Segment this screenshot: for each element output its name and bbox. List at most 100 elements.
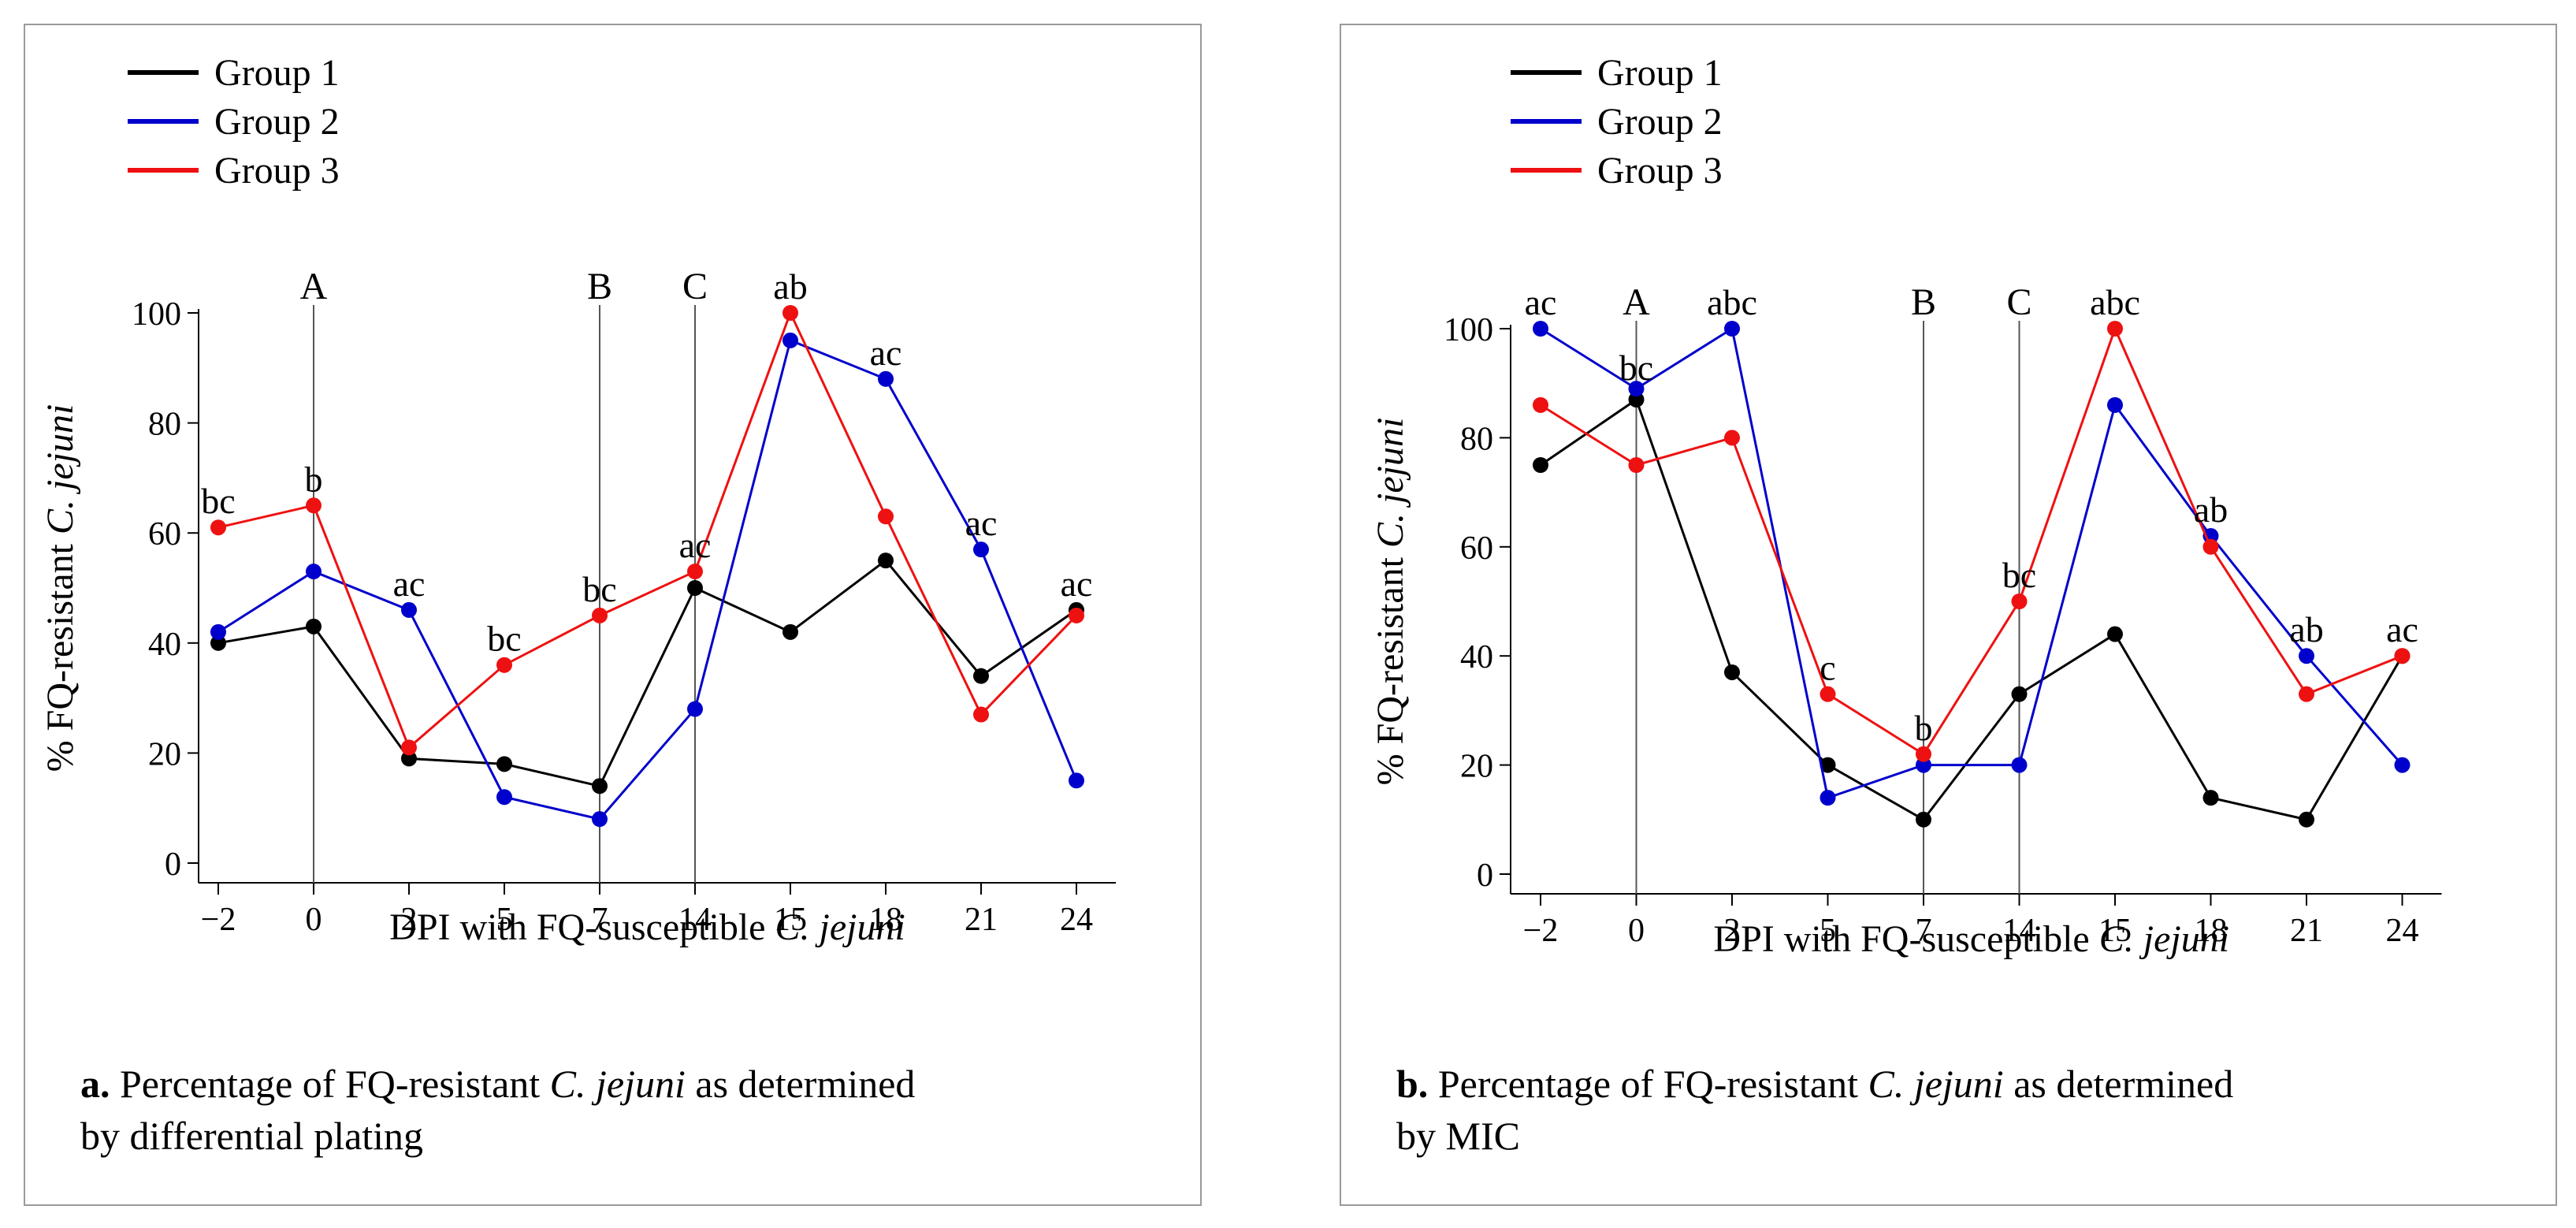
caption-b-bold: b. bbox=[1396, 1062, 1429, 1106]
x-axis-label: DPI with FQ-susceptible C. jejuni bbox=[1713, 918, 2229, 960]
data-point-group-2 bbox=[878, 370, 894, 387]
caption-b: b. Percentage of FQ-resistant C. jejuni … bbox=[1396, 1058, 2500, 1162]
data-point-group-3 bbox=[1916, 746, 1931, 762]
significance-label: ac bbox=[2386, 609, 2418, 649]
x-tick-label: 24 bbox=[2386, 913, 2419, 949]
data-point-group-1 bbox=[2107, 626, 2123, 642]
caption-a-rest: as determined bbox=[685, 1062, 916, 1106]
data-point-group-3 bbox=[2202, 538, 2219, 555]
y-tick-label: 60 bbox=[148, 516, 181, 553]
data-point-group-1 bbox=[496, 756, 512, 772]
x-tick-label: 5 bbox=[496, 902, 513, 938]
data-point-group-1 bbox=[1820, 757, 1836, 773]
series-line-group-3 bbox=[1540, 325, 2403, 756]
significance-label: c bbox=[1820, 648, 1835, 688]
y-tick-label: 40 bbox=[1460, 639, 1493, 675]
y-tick-label: 60 bbox=[1460, 530, 1493, 567]
x-tick-label: 21 bbox=[2290, 913, 2323, 949]
marker-label-c: C bbox=[2006, 281, 2031, 323]
x-tick-label: −2 bbox=[1523, 913, 1559, 949]
caption-b-line2: by MIC bbox=[1396, 1114, 1520, 1158]
data-point-group-3 bbox=[592, 607, 608, 623]
significance-label: ab bbox=[2194, 489, 2228, 530]
data-point-group-2 bbox=[1533, 321, 1548, 337]
significance-label: b bbox=[305, 459, 323, 499]
caption-a-bold: a. bbox=[80, 1062, 110, 1106]
significance-label: ab bbox=[2289, 609, 2323, 649]
data-point-group-2 bbox=[2299, 648, 2314, 664]
significance-label: bc bbox=[487, 619, 521, 659]
data-point-group-3 bbox=[210, 519, 226, 536]
x-tick-label: 0 bbox=[306, 902, 322, 938]
data-point-group-3 bbox=[496, 657, 512, 673]
x-tick-label: 18 bbox=[869, 902, 902, 938]
significance-label: bc bbox=[1619, 348, 1653, 388]
chart-panel-b: 0 20 40 60 80 100 −2 0 2 5 7 14 15 18 21 24 DPI with FQ-… bbox=[1340, 24, 2557, 1206]
data-point-group-3 bbox=[1628, 457, 1645, 473]
chart-a-svg: 0 20 40 60 80 100 −2 0 2 5 7 14 15 18 21 24 DPI with FQ-… bbox=[39, 52, 1116, 948]
data-point-group-3 bbox=[2299, 686, 2314, 702]
data-point-group-1 bbox=[2011, 686, 2028, 702]
data-point-group-3 bbox=[973, 706, 989, 723]
series-line-group-1 bbox=[217, 559, 1077, 788]
data-point-group-2 bbox=[1820, 790, 1836, 806]
x-tick-label: 5 bbox=[1820, 913, 1836, 949]
data-point-group-1 bbox=[687, 580, 703, 596]
caption-a-italic: C. jejuni bbox=[549, 1062, 686, 1106]
marker-label-b: B bbox=[587, 266, 612, 307]
data-point-group-2 bbox=[2394, 757, 2411, 773]
data-point-group-1 bbox=[973, 668, 989, 684]
data-point-group-3 bbox=[782, 305, 798, 321]
data-point-group-3 bbox=[1820, 686, 1836, 702]
x-tick-label: 15 bbox=[774, 902, 807, 938]
data-point-group-1 bbox=[1916, 811, 1931, 828]
data-point-group-2 bbox=[2107, 396, 2123, 413]
data-point-group-3 bbox=[1069, 607, 1084, 623]
legend-label-group-1: Group 1 bbox=[1597, 52, 1723, 94]
data-point-group-3 bbox=[687, 564, 703, 580]
data-point-group-2 bbox=[496, 789, 512, 806]
data-point-group-3 bbox=[401, 739, 417, 756]
x-tick-label: 7 bbox=[592, 902, 608, 938]
data-point-group-1 bbox=[210, 634, 226, 651]
x-tick-label: 14 bbox=[2003, 913, 2036, 949]
significance-label: bc bbox=[201, 481, 235, 521]
data-point-group-2 bbox=[973, 541, 989, 558]
data-point-group-2 bbox=[782, 332, 798, 348]
x-tick-label: 21 bbox=[965, 902, 998, 938]
data-point-group-1 bbox=[2299, 811, 2314, 828]
x-tick-label: 0 bbox=[1628, 913, 1645, 949]
x-tick-label: 2 bbox=[401, 902, 418, 938]
data-point-group-1 bbox=[1724, 664, 1740, 680]
data-point-group-2 bbox=[2011, 757, 2028, 773]
data-point-group-1 bbox=[1628, 391, 1645, 407]
caption-a-pre: Percentage of FQ-resistant bbox=[110, 1062, 550, 1106]
data-point-group-3 bbox=[2107, 321, 2123, 337]
significance-label: ac bbox=[393, 564, 426, 604]
data-point-group-2 bbox=[306, 564, 322, 580]
legend-label-group-3: Group 3 bbox=[214, 150, 340, 192]
data-point-group-2 bbox=[401, 601, 417, 618]
x-tick-label: 18 bbox=[2195, 913, 2228, 949]
y-tick-label: 0 bbox=[1477, 858, 1493, 894]
y-tick-label: 100 bbox=[1444, 312, 1493, 348]
marker-label-a: A bbox=[1623, 281, 1650, 323]
series-line-group-2 bbox=[217, 338, 1078, 821]
significance-label: abc bbox=[2090, 282, 2140, 322]
data-point-group-1 bbox=[306, 618, 322, 634]
legend-label-group-1: Group 1 bbox=[214, 52, 340, 94]
legend-label-group-3: Group 3 bbox=[1597, 150, 1723, 192]
y-tick-label: 0 bbox=[165, 847, 181, 883]
legend-label-group-2: Group 2 bbox=[214, 101, 340, 143]
x-tick-label: −2 bbox=[201, 902, 236, 938]
data-point-group-1 bbox=[1533, 457, 1548, 473]
x-tick-label: 14 bbox=[678, 902, 712, 938]
data-point-group-2 bbox=[1069, 772, 1084, 789]
data-point-group-1 bbox=[592, 778, 608, 794]
x-tick-label: 7 bbox=[1916, 913, 1932, 949]
caption-b-italic: C. jejuni bbox=[1868, 1062, 2004, 1106]
caption-b-pre: Percentage of FQ-resistant bbox=[1428, 1062, 1868, 1106]
y-tick-label: 80 bbox=[148, 407, 181, 443]
x-axis-label: DPI with FQ-susceptible C. jejuni bbox=[389, 906, 905, 948]
significance-label: ac bbox=[965, 503, 998, 543]
